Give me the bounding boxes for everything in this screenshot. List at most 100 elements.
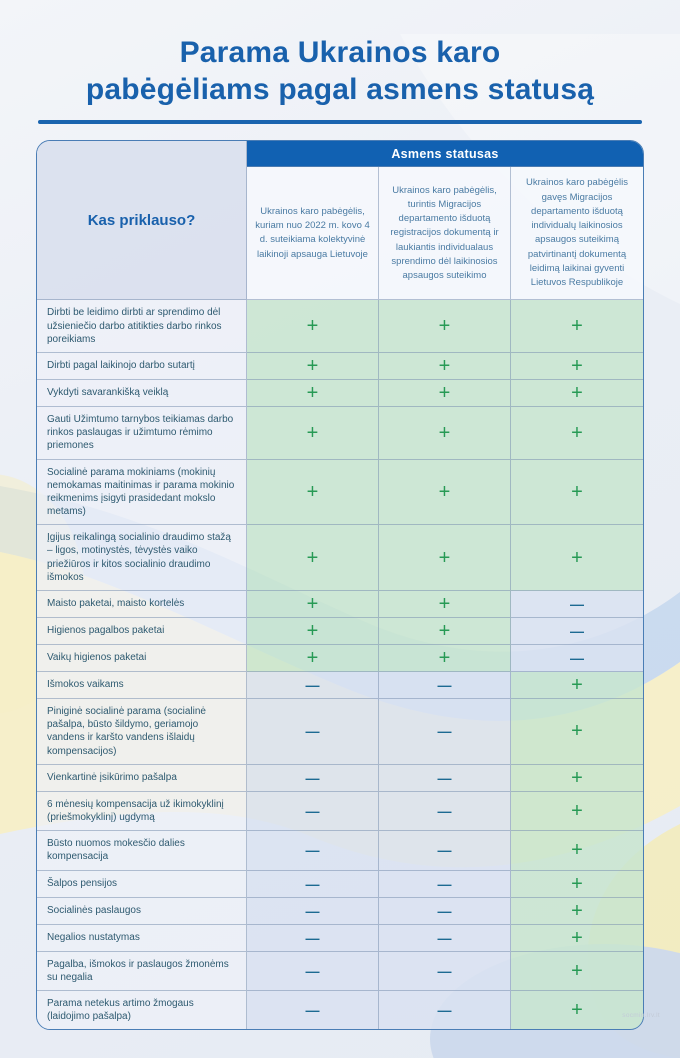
plus-icon: + bbox=[438, 620, 451, 642]
row-label: Dirbti be leidimo dirbti ar sprendimo dė… bbox=[37, 300, 247, 353]
row-label: Gauti Užimtumo tarnybos teikiamas darbo … bbox=[37, 406, 247, 460]
row-label: Būsto nuomos mokesčio dalies kompensacij… bbox=[37, 831, 247, 871]
row-label: Socialinės paslaugos bbox=[37, 897, 247, 925]
plus-cell: + bbox=[511, 672, 643, 699]
plus-cell: + bbox=[511, 897, 643, 925]
minus-cell: — bbox=[247, 831, 379, 871]
plus-cell: + bbox=[511, 764, 643, 792]
plus-cell: + bbox=[379, 618, 511, 645]
column-header-registration-pending: Ukrainos karo pabėgėlis, turintis Migrac… bbox=[379, 167, 511, 301]
plus-cell: + bbox=[379, 300, 511, 353]
column-header-collective-protection: Ukrainos karo pabėgėlis, kuriam nuo 2022… bbox=[247, 167, 379, 301]
row-label: Pagalba, išmokos ir paslaugos žmonėms su… bbox=[37, 951, 247, 991]
minus-icon: — bbox=[437, 875, 452, 892]
minus-icon: — bbox=[305, 1002, 320, 1019]
minus-icon: — bbox=[305, 929, 320, 946]
row-label: Socialinė parama mokiniams (mokinių nemo… bbox=[37, 459, 247, 526]
minus-icon: — bbox=[437, 929, 452, 946]
plus-icon: + bbox=[306, 421, 319, 444]
minus-cell: — bbox=[379, 990, 511, 1030]
plus-icon: + bbox=[306, 354, 319, 377]
minus-cell: — bbox=[379, 831, 511, 871]
page-title-line1: Parama Ukrainos karo bbox=[179, 36, 501, 69]
plus-icon: + bbox=[571, 799, 583, 822]
row-label: Išmokos vaikams bbox=[37, 672, 247, 699]
plus-cell: + bbox=[379, 379, 511, 407]
watermark-text: socmin.lrv.lt bbox=[622, 1012, 660, 1020]
plus-icon: + bbox=[438, 480, 451, 503]
minus-cell: — bbox=[247, 672, 379, 699]
plus-icon: + bbox=[571, 766, 583, 789]
minus-cell: — bbox=[247, 870, 379, 898]
minus-cell: — bbox=[379, 924, 511, 952]
plus-icon: + bbox=[438, 315, 451, 338]
plus-icon: + bbox=[571, 959, 583, 982]
plus-icon: + bbox=[571, 999, 583, 1022]
minus-cell: — bbox=[379, 951, 511, 991]
minus-icon: — bbox=[437, 842, 452, 859]
plus-icon: + bbox=[571, 720, 583, 743]
plus-icon: + bbox=[571, 546, 583, 569]
row-label: Higienos pagalbos paketai bbox=[37, 618, 247, 645]
row-label: Vienkartinė įsikūrimo pašalpa bbox=[37, 764, 247, 792]
minus-icon: — bbox=[305, 802, 320, 819]
plus-cell: + bbox=[247, 618, 379, 645]
column-header-individual-permit: Ukrainos karo pabėgėlis gavęs Migracijos… bbox=[511, 167, 643, 301]
plus-cell: + bbox=[511, 459, 643, 526]
plus-cell: + bbox=[511, 525, 643, 591]
plus-icon: + bbox=[571, 421, 583, 444]
plus-cell: + bbox=[247, 645, 379, 672]
minus-cell: — bbox=[247, 951, 379, 991]
minus-cell: — bbox=[511, 591, 643, 618]
plus-cell: + bbox=[379, 406, 511, 460]
plus-icon: + bbox=[438, 647, 451, 669]
page-title-line2: pabėgėliams pagal asmens statusą bbox=[85, 73, 595, 107]
minus-icon: — bbox=[305, 677, 320, 693]
plus-cell: + bbox=[511, 406, 643, 460]
minus-cell: — bbox=[379, 791, 511, 832]
row-label: Vykdyti savarankišką veiklą bbox=[37, 379, 247, 407]
plus-cell: + bbox=[379, 459, 511, 526]
row-label: Parama netekus artimo žmogaus (laidojimo… bbox=[37, 990, 247, 1030]
plus-icon: + bbox=[571, 899, 583, 922]
table-grid: Kas priklauso? Asmens statusas Ukrainos … bbox=[37, 141, 643, 1030]
row-label: Piniginė socialinė parama (socialinė paš… bbox=[37, 699, 247, 765]
minus-cell: — bbox=[511, 618, 643, 645]
plus-cell: + bbox=[511, 951, 643, 991]
plus-cell: + bbox=[247, 591, 379, 618]
plus-icon: + bbox=[571, 839, 583, 862]
plus-icon: + bbox=[306, 647, 319, 669]
plus-cell: + bbox=[511, 831, 643, 871]
plus-icon: + bbox=[306, 480, 319, 503]
plus-icon: + bbox=[438, 593, 451, 615]
minus-cell: — bbox=[379, 897, 511, 925]
plus-icon: + bbox=[306, 381, 319, 404]
minus-icon: — bbox=[570, 623, 584, 639]
row-label: Vaikų higienos paketai bbox=[37, 645, 247, 672]
minus-cell: — bbox=[247, 924, 379, 952]
plus-cell: + bbox=[511, 300, 643, 353]
row-label: Dirbti pagal laikinojo darbo sutartį bbox=[37, 352, 247, 380]
plus-cell: + bbox=[247, 406, 379, 460]
minus-icon: — bbox=[437, 1002, 452, 1019]
minus-cell: — bbox=[379, 870, 511, 898]
plus-cell: + bbox=[511, 699, 643, 765]
minus-icon: — bbox=[570, 650, 584, 666]
minus-icon: — bbox=[437, 769, 452, 786]
group-header: Asmens statusas bbox=[247, 141, 643, 168]
title-divider bbox=[38, 120, 642, 125]
plus-cell: + bbox=[247, 459, 379, 526]
row-label: Šalpos pensijos bbox=[37, 870, 247, 898]
plus-cell: + bbox=[511, 791, 643, 832]
page-title: Parama Ukrainos karo pabėgėliams pagal a… bbox=[30, 34, 650, 108]
plus-icon: + bbox=[571, 354, 583, 377]
minus-icon: — bbox=[570, 596, 584, 612]
plus-cell: + bbox=[511, 379, 643, 407]
plus-icon: + bbox=[306, 315, 319, 338]
plus-cell: + bbox=[511, 924, 643, 952]
plus-icon: + bbox=[571, 315, 583, 338]
row-label: 6 mėnesių kompensacija už ikimokyklinį (… bbox=[37, 791, 247, 832]
minus-icon: — bbox=[305, 769, 320, 786]
plus-cell: + bbox=[247, 379, 379, 407]
minus-icon: — bbox=[305, 842, 320, 859]
